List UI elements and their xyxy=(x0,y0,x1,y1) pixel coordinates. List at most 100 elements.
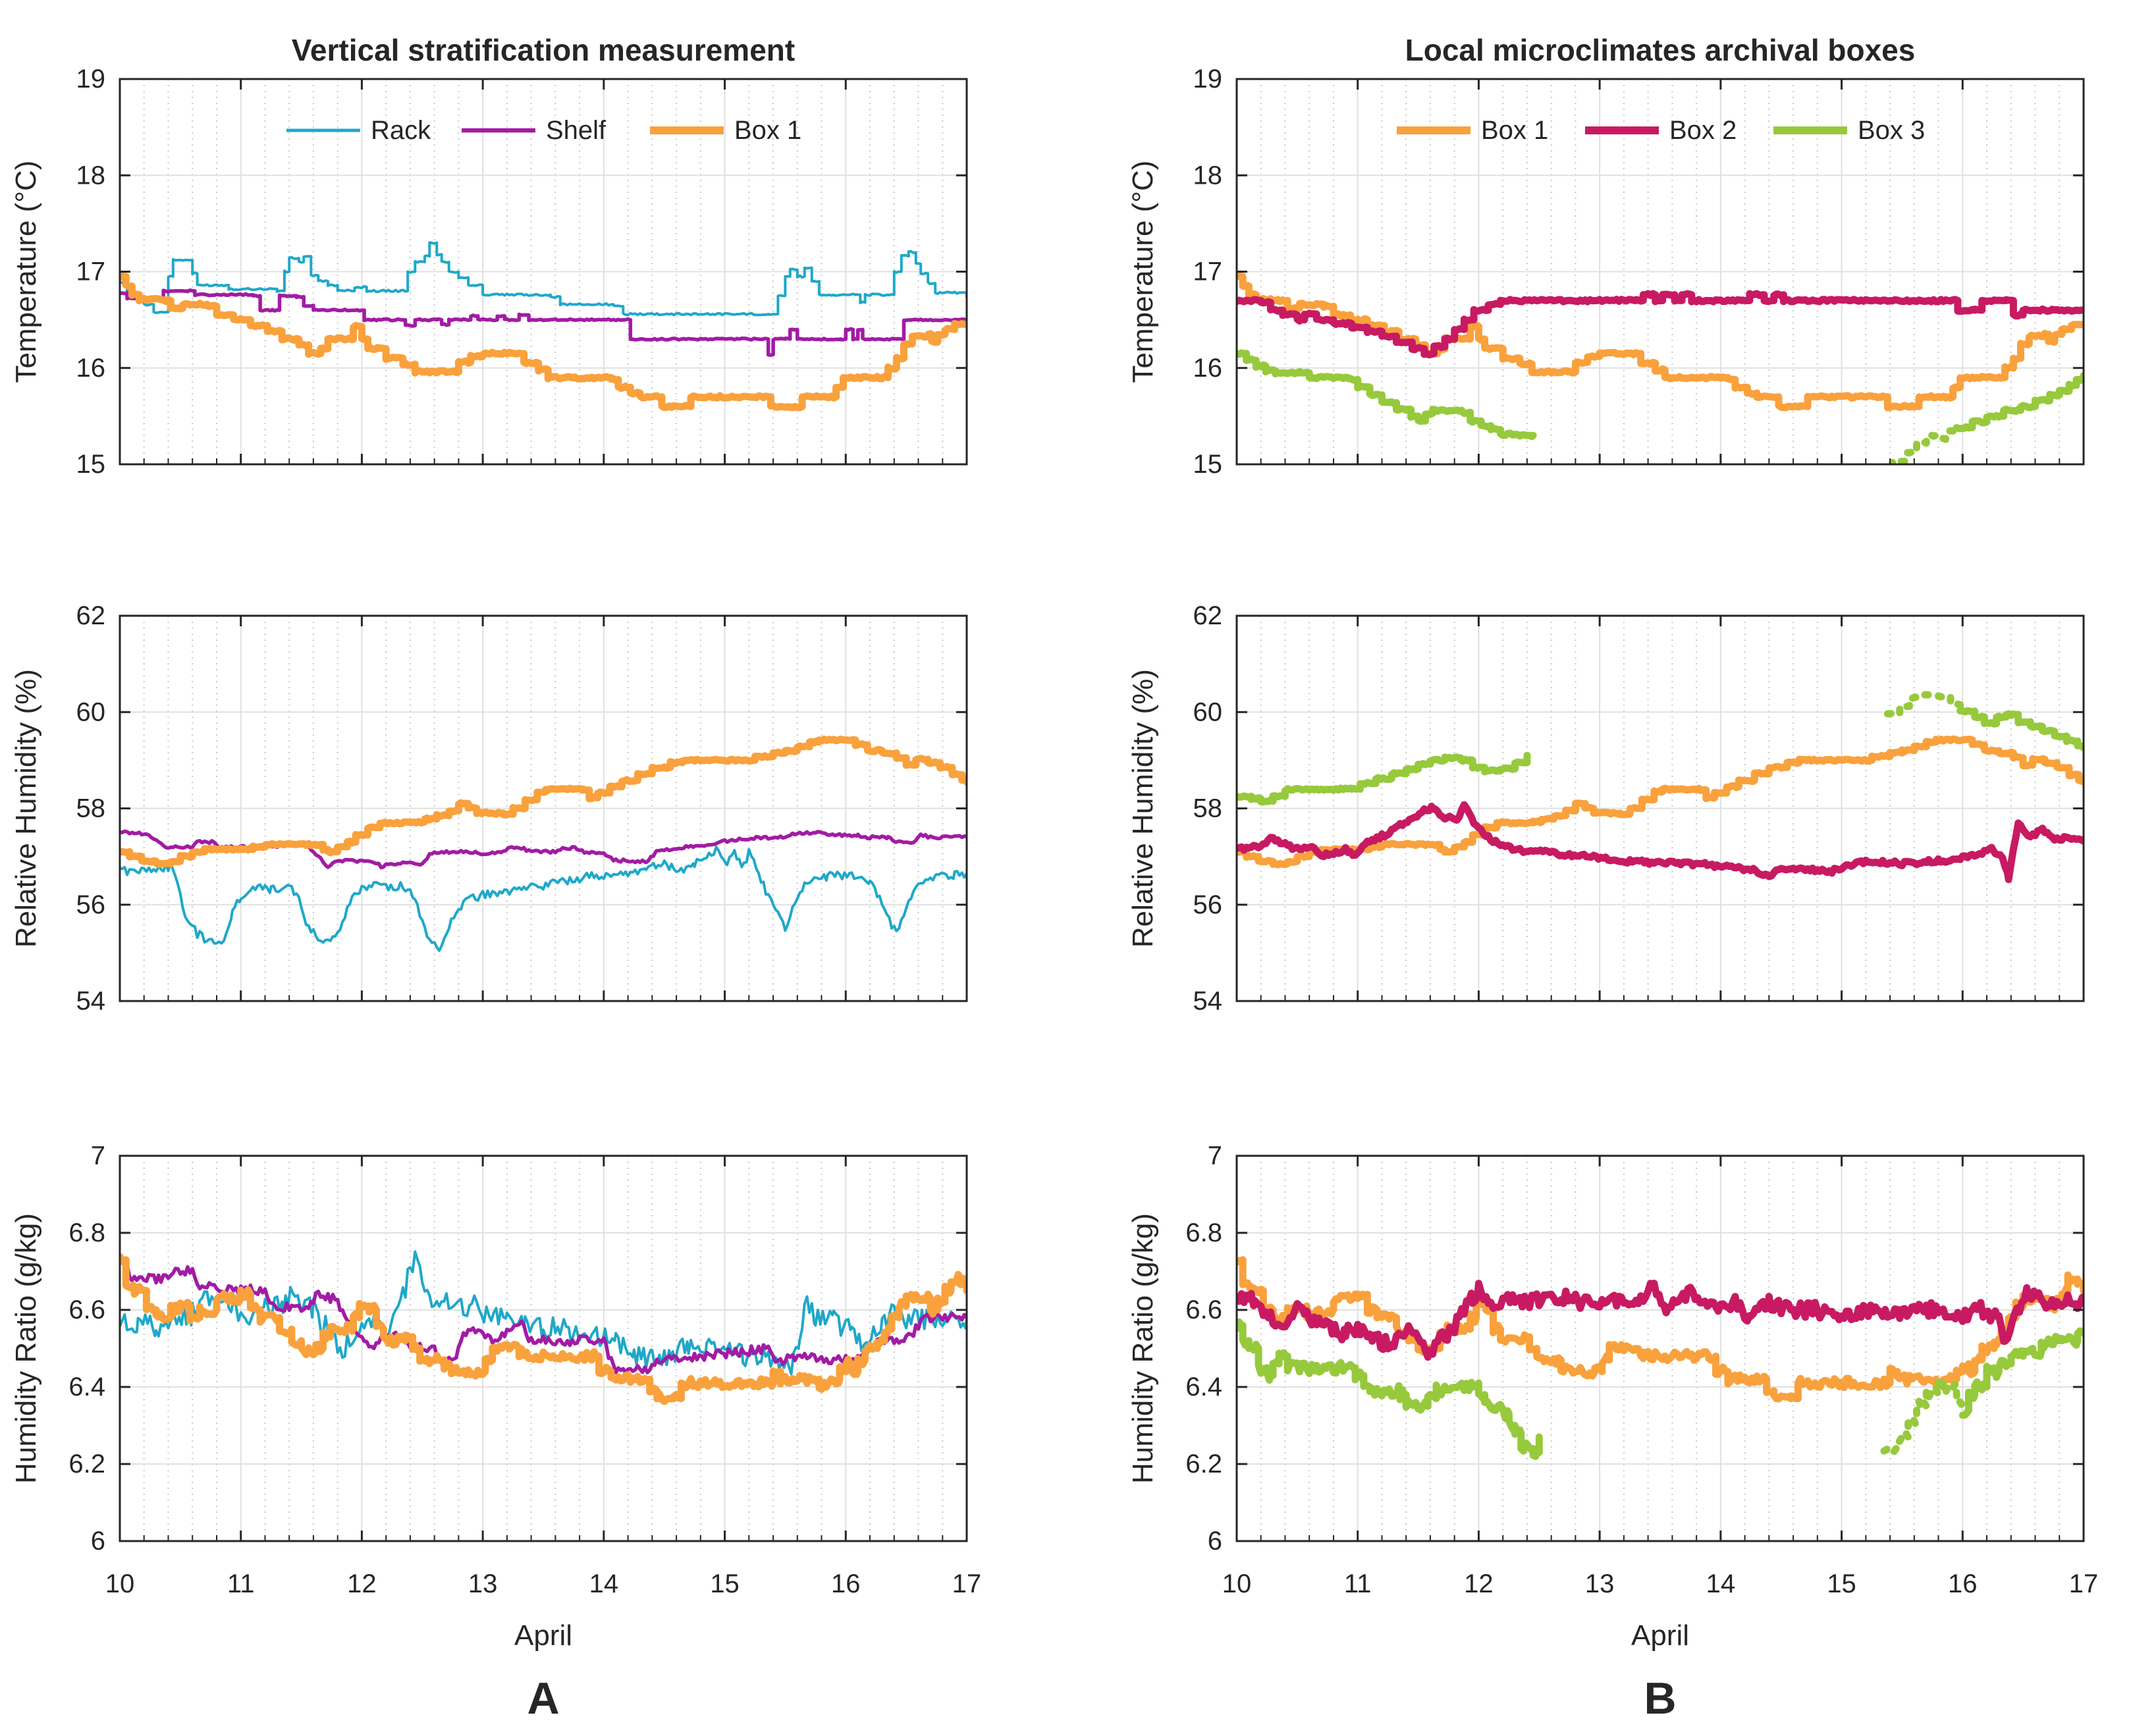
y-tick-label: 6.8 xyxy=(68,1218,105,1247)
y-tick-label: 17 xyxy=(1193,258,1223,286)
y-tick-label: 6 xyxy=(1208,1527,1222,1556)
y-tick-label: 7 xyxy=(1208,1141,1222,1170)
series-line-box-1 xyxy=(120,271,967,412)
y-tick-label: 6.2 xyxy=(68,1450,105,1478)
series-line-box-3 xyxy=(1877,423,1960,464)
y-tick-label: 62 xyxy=(1193,601,1223,630)
y-tick-label: 15 xyxy=(1193,450,1223,479)
legend-label: Box 1 xyxy=(1481,116,1548,145)
y-tick-label: 56 xyxy=(1193,890,1223,919)
y-tick-label: 6.2 xyxy=(1185,1450,1222,1478)
y-axis-label: Humidity Ratio (g/kg) xyxy=(1127,1213,1159,1484)
series-line-shelf xyxy=(120,288,967,358)
y-axis-label: Temperature (°C) xyxy=(10,161,42,383)
y-axis-label: Temperature (°C) xyxy=(1127,161,1159,383)
legend-label: Shelf xyxy=(546,116,607,145)
series-line-box-1 xyxy=(120,1253,967,1405)
legend-label: Box 1 xyxy=(734,116,801,145)
series-line-rack xyxy=(120,241,967,317)
series-line-box-2 xyxy=(1237,290,2084,359)
y-tick-label: 19 xyxy=(76,65,106,94)
legend-label: Rack xyxy=(371,116,431,145)
y-tick-label: 18 xyxy=(1193,161,1223,190)
panel-b-humidity-ratio: 6 6.2 6.4 6.6 6.8 7 10 11 12 13 14 15 16 17 April B Humi… xyxy=(1127,1141,2098,1723)
panel-title: Vertical stratification measurement xyxy=(292,33,795,67)
series-line-box-3 xyxy=(1958,1327,2084,1419)
y-tick-label: 6.4 xyxy=(68,1372,105,1401)
y-tick-label: 7 xyxy=(91,1141,105,1170)
y-tick-label: 6.6 xyxy=(1185,1295,1222,1324)
y-tick-label: 6.8 xyxy=(1185,1218,1222,1247)
panel-title: Local microclimates archival boxes xyxy=(1405,33,1916,67)
x-tick-label: 15 xyxy=(1827,1569,1856,1598)
series-line-box-2 xyxy=(1237,1280,2084,1361)
panel-b-temperature: 15 16 17 18 19 Temperature (°C) Local microcli… xyxy=(1127,33,2085,479)
series-line-box-3 xyxy=(1953,372,2084,433)
y-tick-label: 62 xyxy=(76,601,106,630)
series-line-box-3 xyxy=(1883,690,1964,719)
y-tick-label: 6 xyxy=(91,1527,105,1556)
x-tick-label: 13 xyxy=(1585,1569,1615,1598)
panel-a-relative-humidity: 54 56 58 60 62 Relative Humidity (%) xyxy=(10,601,968,1016)
axis-box xyxy=(119,1154,968,1542)
legend-entry-box-3: Box 3 xyxy=(1773,116,1925,145)
series-line-box-3 xyxy=(1880,1378,1966,1456)
panel-a-humidity-ratio: 6 6.2 6.4 6.6 6.8 7 10 11 12 13 14 15 16 17 April A Humi… xyxy=(10,1141,981,1723)
series-line-rack xyxy=(120,846,967,952)
legend-entry-box-1: Box 1 xyxy=(650,116,801,145)
series-line-box-1 xyxy=(120,735,967,868)
x-axis-label: April xyxy=(514,1619,572,1652)
legend-label: Box 3 xyxy=(1858,116,1925,145)
legend-label: Box 2 xyxy=(1669,116,1737,145)
legend-entry-rack: Rack xyxy=(286,116,431,145)
x-tick-label: 11 xyxy=(1344,1569,1372,1598)
legend-entry-box-1: Box 1 xyxy=(1397,116,1548,145)
series-line-box-3 xyxy=(1237,349,1537,441)
y-tick-label: 17 xyxy=(76,258,106,286)
y-tick-label: 19 xyxy=(1193,65,1223,94)
panel-corner-label: B xyxy=(1644,1673,1676,1723)
x-tick-label: 16 xyxy=(831,1569,861,1598)
y-axis-label: Relative Humidity (%) xyxy=(10,669,42,948)
y-tick-label: 56 xyxy=(76,890,106,919)
y-tick-label: 6.4 xyxy=(1185,1372,1222,1401)
y-tick-label: 6.6 xyxy=(68,1295,105,1324)
y-axis-label: Relative Humidity (%) xyxy=(1127,669,1159,948)
x-tick-label: 13 xyxy=(468,1569,498,1598)
x-tick-label: 17 xyxy=(2069,1569,2099,1598)
series-line-box-1 xyxy=(1237,1256,2084,1403)
series-line-box-1 xyxy=(1237,735,2084,869)
series-line-box-2 xyxy=(1237,801,2084,883)
y-tick-label: 60 xyxy=(1193,697,1223,726)
y-tick-label: 58 xyxy=(1193,794,1223,823)
x-tick-label: 14 xyxy=(589,1569,619,1598)
axis-box xyxy=(1235,1154,2085,1542)
series-line-box-3 xyxy=(1956,707,2084,751)
x-tick-label: 15 xyxy=(710,1569,740,1598)
y-axis-label: Humidity Ratio (g/kg) xyxy=(10,1213,42,1484)
x-tick-label: 10 xyxy=(1222,1569,1252,1598)
legend-entry-box-2: Box 2 xyxy=(1585,116,1737,145)
series-line-box-3 xyxy=(1237,1318,1543,1460)
series-line-shelf xyxy=(120,1257,967,1375)
legend-entry-shelf: Shelf xyxy=(462,116,607,145)
y-tick-label: 16 xyxy=(76,354,106,383)
series-line-box-1 xyxy=(1237,271,2084,412)
x-tick-label: 10 xyxy=(105,1569,135,1598)
y-tick-label: 60 xyxy=(76,697,106,726)
x-tick-label: 12 xyxy=(1464,1569,1494,1598)
x-tick-label: 16 xyxy=(1948,1569,1978,1598)
y-tick-label: 58 xyxy=(76,794,106,823)
x-tick-label: 11 xyxy=(227,1569,255,1598)
panel-a-temperature: 15 16 17 18 19 Temperature (°C) Vertical strat… xyxy=(10,33,968,479)
panel-corner-label: A xyxy=(527,1673,559,1723)
y-tick-label: 16 xyxy=(1193,354,1223,383)
series-line-box-3 xyxy=(1237,751,1531,806)
y-tick-label: 15 xyxy=(76,450,106,479)
x-tick-label: 12 xyxy=(347,1569,377,1598)
y-tick-label: 54 xyxy=(76,987,106,1016)
panel-b-relative-humidity: 54 56 58 60 62 Relative Humidity (%) xyxy=(1127,601,2085,1016)
y-tick-label: 54 xyxy=(1193,987,1223,1016)
